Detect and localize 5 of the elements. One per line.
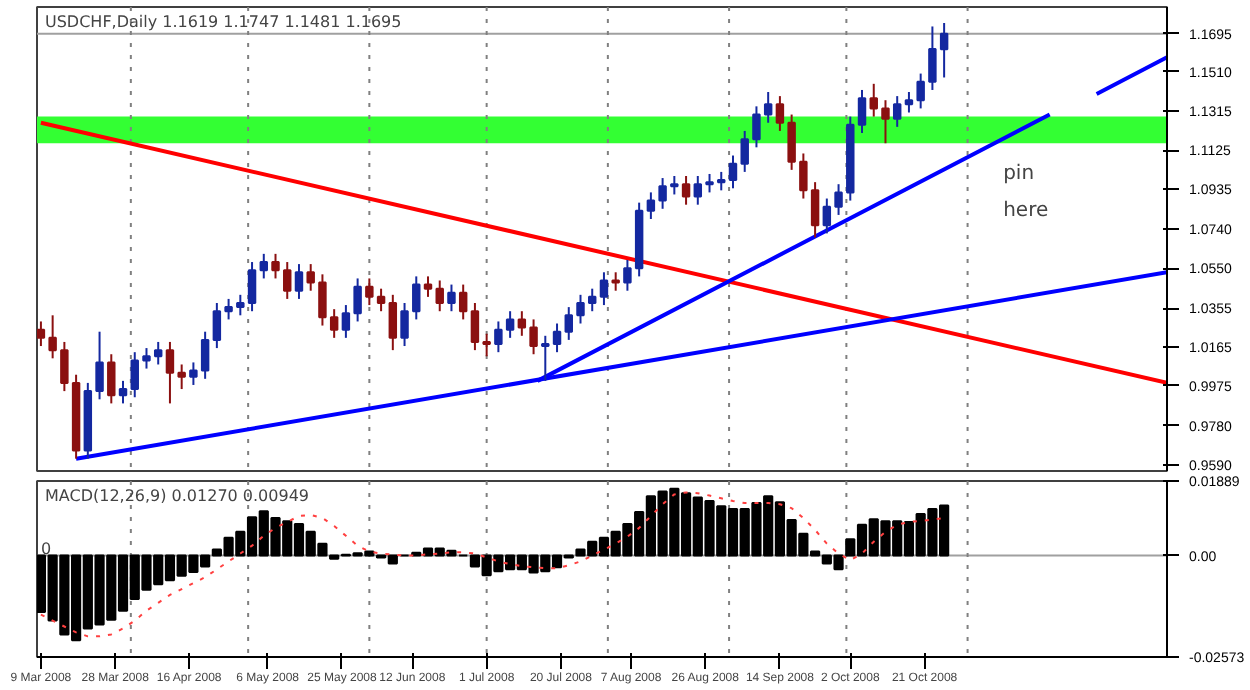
- chart-title: MACD(12,26,9) 0.01270 0.00949: [45, 487, 310, 505]
- annotation: pin: [1003, 163, 1035, 186]
- chart-title: USDCHF,Daily 1.1619 1.1747 1.1481 1.1695: [45, 13, 402, 31]
- ref-line-label: 0: [41, 539, 52, 558]
- annotation: here: [1003, 200, 1049, 223]
